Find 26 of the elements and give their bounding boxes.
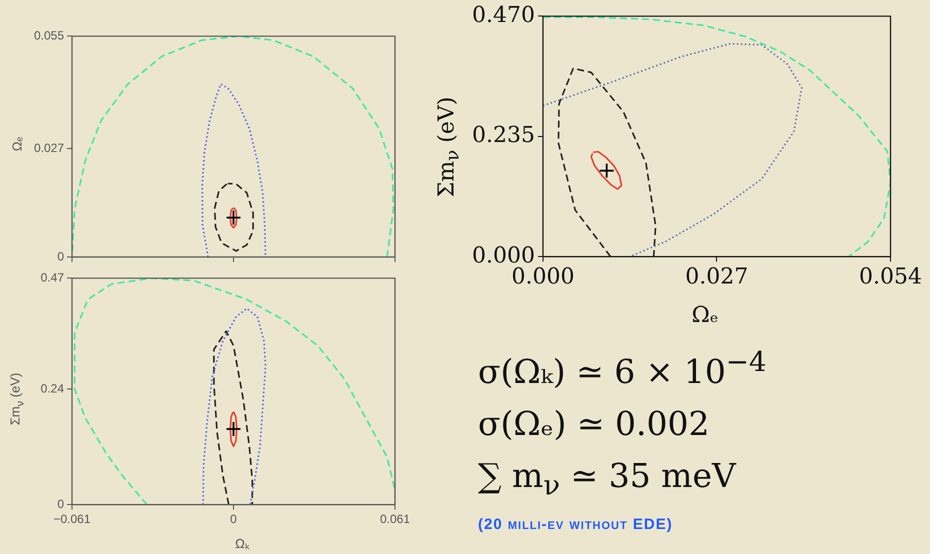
x-tick-label: 0.027 [685, 264, 748, 290]
line-series [202, 308, 266, 505]
x-axis-title: Ωₖ [234, 535, 251, 552]
line-series [542, 43, 802, 257]
y-tick-label: 0.47 [40, 270, 64, 285]
x-tick-label: −0.061 [53, 512, 91, 526]
line-series [201, 83, 266, 257]
y-tick-label: 0.055 [34, 28, 64, 43]
text: (20 milli-ev without EDE) [478, 516, 674, 533]
y-tick-label: 0.24 [40, 381, 64, 396]
line-series [214, 182, 254, 252]
text: σ(Ωₑ) ≃ 0.002 [478, 403, 711, 445]
x-axis-title: Ωₑ [690, 303, 720, 328]
text: σ(Ωₖ) ≃ 6 × 10$^{−4}$ [478, 345, 768, 393]
y-tick-label: 0.235 [472, 123, 535, 148]
text: ∑ m$_{ν}$ ≃ 35 meV [478, 455, 738, 504]
x-tick-label: 0.061 [380, 512, 410, 526]
y-axis-title: Ωₑ [10, 136, 24, 152]
x-tick-label: 0.054 [859, 264, 922, 290]
y-tick-label: 0.470 [472, 2, 535, 28]
x-tick-label: 0 [230, 512, 238, 526]
line-series [558, 68, 656, 257]
line-series [213, 330, 254, 505]
y-tick-label: 0 [57, 249, 64, 264]
y-tick-label: 0 [57, 496, 64, 511]
y-tick-label: 0.027 [34, 140, 64, 155]
